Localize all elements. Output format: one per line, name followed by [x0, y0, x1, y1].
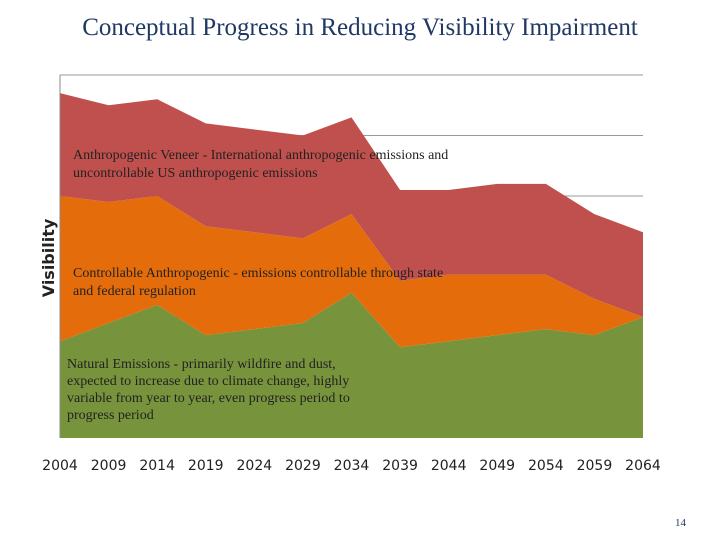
x-tick-label: 2064	[625, 458, 661, 474]
area-label: Natural Emissions - primarily wildfire a…	[67, 357, 350, 423]
x-tick-label: 2029	[285, 458, 321, 474]
x-tick-label: 2014	[139, 458, 175, 474]
chart: Visibility 2004 2009 2014 2019 2024 2029 2034 2…	[39, 74, 661, 474]
y-axis-label: Visibility	[39, 218, 58, 297]
x-tick-label: 2004	[42, 458, 78, 474]
x-tick-label: 2059	[577, 458, 613, 474]
page-number: 14	[675, 517, 686, 529]
area	[60, 93, 643, 318]
area	[60, 292, 643, 438]
x-tick-label: 2024	[237, 458, 273, 474]
x-tick-label: 2009	[91, 458, 127, 474]
area-label: Anthropogenic Veneer - International ant…	[73, 148, 449, 181]
chart-title: Conceptual Progress in Reducing Visibili…	[82, 14, 638, 41]
area	[60, 196, 643, 348]
x-tick-label: 2039	[382, 458, 418, 474]
x-tick-label: 2054	[528, 458, 564, 474]
x-tick-label: 2044	[431, 458, 467, 474]
area-label: Controllable Anthropogenic - emissions c…	[73, 266, 444, 299]
x-tick-label: 2049	[479, 458, 515, 474]
x-tick-label: 2019	[188, 458, 224, 474]
x-tick-label: 2034	[334, 458, 370, 474]
